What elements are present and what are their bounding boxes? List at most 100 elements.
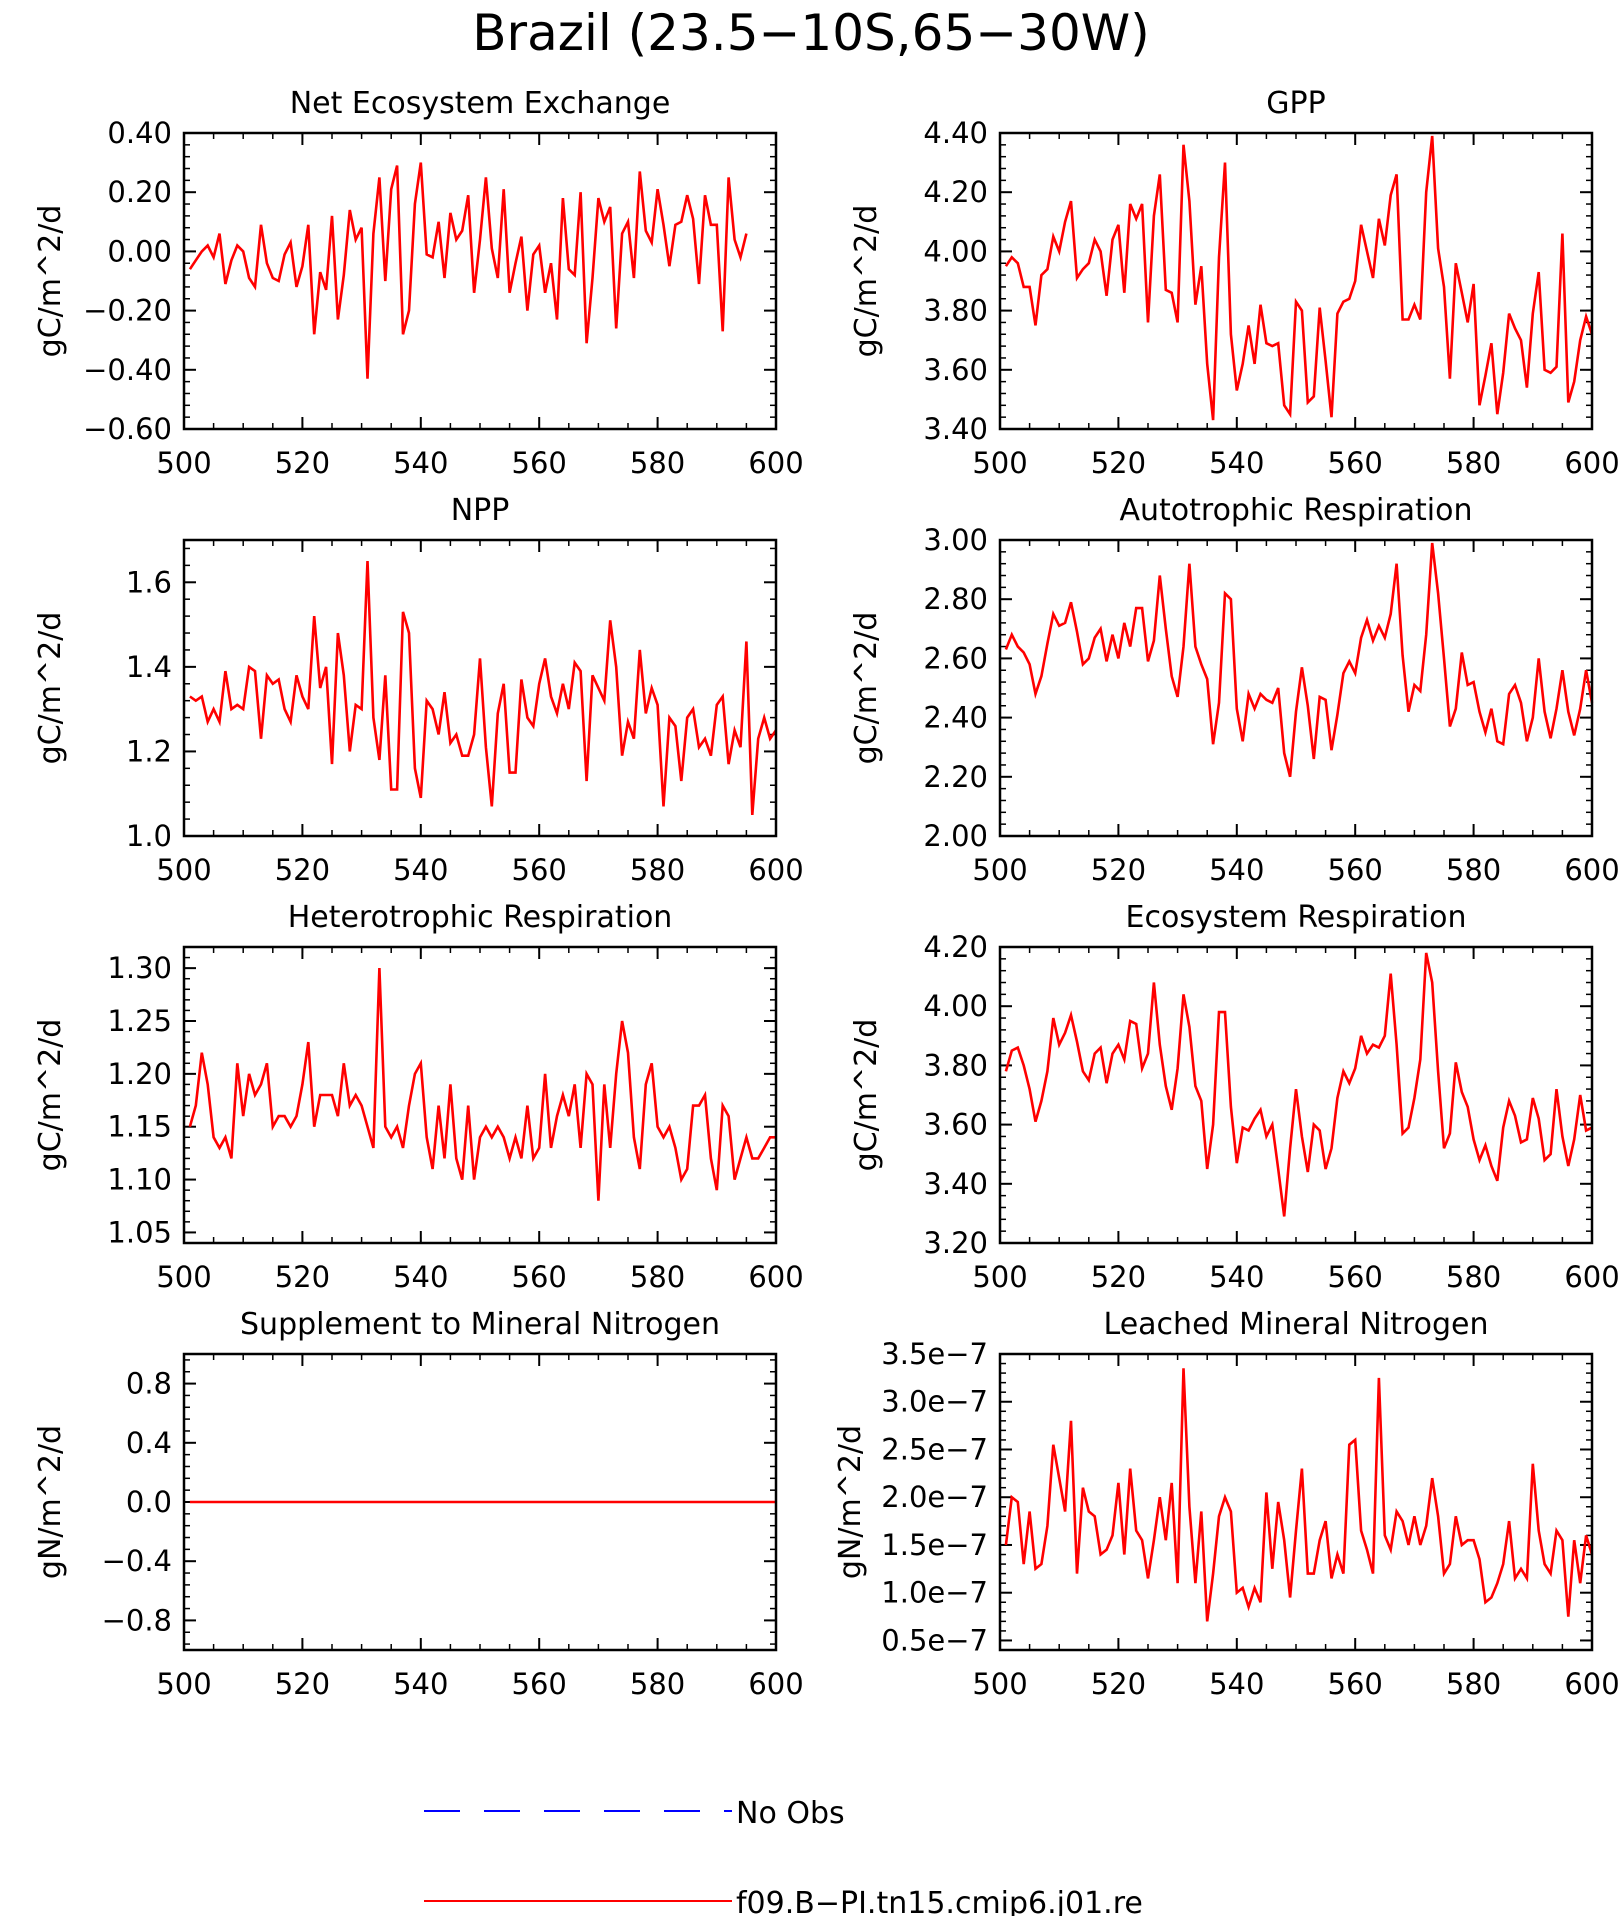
x-tick-label: 520: [275, 446, 330, 480]
y-axis-label: gC/m^2/d: [33, 1019, 68, 1172]
x-tick-label: 580: [630, 1667, 685, 1701]
panel-npp: NPP 500 520 540 560 580 600 1.0 1.2 1.4 1.6 gC/m^2/…: [33, 493, 804, 887]
y-tick-label: 2.40: [923, 701, 988, 735]
panel-title: Leached Mineral Nitrogen: [1104, 1307, 1489, 1342]
series-line: [1004, 952, 1593, 1217]
y-tick-label: 0.4: [126, 1426, 172, 1460]
y-tick-label: 2.5e−7: [881, 1432, 988, 1466]
x-tick-label: 580: [1446, 853, 1501, 887]
plot-frame: [182, 1352, 778, 1652]
x-tick-label: 560: [1328, 446, 1383, 480]
y-tick-label: −0.4: [102, 1544, 172, 1578]
y-tick-label: −0.40: [83, 353, 172, 387]
plot-frame: [182, 945, 778, 1245]
y-tick-label: 3.80: [923, 294, 988, 328]
x-tick-label: 520: [1091, 1667, 1146, 1701]
x-tick-label: 580: [630, 853, 685, 887]
y-tick-label: 1.6: [126, 565, 172, 599]
x-tick-label: 540: [1209, 446, 1264, 480]
x-tick-label: 520: [275, 853, 330, 887]
y-tick-label: 1.4: [126, 650, 172, 684]
y-tick-label: 1.25: [107, 1004, 172, 1038]
x-tick-label: 500: [156, 1667, 211, 1701]
y-tick-label: 1.05: [107, 1215, 172, 1249]
y-tick-label: 1.10: [107, 1163, 172, 1197]
x-tick-label: 500: [156, 1260, 211, 1294]
y-tick-label: 2.60: [923, 641, 988, 675]
x-tick-label: 580: [1446, 446, 1501, 480]
y-tick-label: 4.00: [923, 989, 988, 1023]
y-tick-label: 1.30: [107, 951, 172, 985]
panel-supplement-to-mineral-nitrogen: Supplement to Mineral Nitrogen 500 520 540 5…: [33, 1307, 804, 1701]
y-tick-label: 0.00: [107, 234, 172, 268]
y-axis-label: gC/m^2/d: [849, 612, 884, 765]
panel-autotrophic-respiration: Autotrophic Respiration 500 520 540 560 580 60…: [849, 493, 1620, 887]
panel-leached-mineral-nitrogen: Leached Mineral Nitrogen 500 520 540 560 580 6…: [833, 1307, 1620, 1701]
panel-title: Ecosystem Respiration: [1126, 900, 1467, 935]
plot-frame: [998, 131, 1594, 431]
x-tick-label: 500: [156, 446, 211, 480]
y-axis-label: gC/m^2/d: [33, 205, 68, 358]
y-tick-label: 3.60: [923, 353, 988, 387]
y-tick-label: 3.00: [923, 523, 988, 557]
x-tick-label: 500: [972, 853, 1027, 887]
x-tick-label: 540: [1209, 1260, 1264, 1294]
series-line: [1004, 135, 1594, 421]
x-tick-label: 560: [512, 446, 567, 480]
panel-ecosystem-respiration: Ecosystem Respiration 500 520 540 560 580 600 3…: [849, 900, 1620, 1294]
legend-label-model: f09.B−PI.tn15.cmip6.j01.re: [736, 1886, 1143, 1916]
x-tick-label: 500: [972, 1260, 1027, 1294]
x-tick-label: 600: [1564, 853, 1619, 887]
y-tick-label: 0.40: [107, 116, 172, 150]
y-tick-label: 3.20: [923, 1226, 988, 1260]
series-line: [1004, 1368, 1594, 1622]
y-tick-label: −0.8: [102, 1603, 172, 1637]
y-tick-label: 3.0e−7: [881, 1385, 988, 1419]
x-tick-label: 560: [1328, 1667, 1383, 1701]
y-tick-label: 2.80: [923, 582, 988, 616]
x-tick-label: 600: [1564, 446, 1619, 480]
panel-heterotrophic-respiration: Heterotrophic Respiration 500 520 540 560 580…: [33, 900, 804, 1294]
x-tick-label: 540: [393, 1667, 448, 1701]
legend: No Obs f09.B−PI.tn15.cmip6.j01.re: [424, 1796, 1143, 1916]
y-tick-label: −0.20: [83, 294, 172, 328]
x-tick-label: 600: [748, 1260, 803, 1294]
x-tick-label: 520: [1091, 446, 1146, 480]
plot-frame: [998, 538, 1594, 838]
y-tick-label: 3.60: [923, 1108, 988, 1142]
panel-title: Heterotrophic Respiration: [288, 900, 673, 935]
y-tick-label: 4.40: [923, 116, 988, 150]
x-tick-label: 580: [630, 446, 685, 480]
legend-label-no-obs: No Obs: [736, 1796, 845, 1831]
x-tick-label: 600: [1564, 1667, 1619, 1701]
y-tick-label: 3.40: [923, 1167, 988, 1201]
y-tick-label: 0.5e−7: [881, 1623, 988, 1657]
y-tick-label: 1.20: [107, 1057, 172, 1091]
x-tick-label: 540: [393, 446, 448, 480]
panel-gpp: GPP 500 520 540 560 580 600 3.40 3.60 3.80 4.00 4.2…: [849, 86, 1620, 480]
series-line: [188, 162, 748, 379]
panels: Net Ecosystem Exchange 500 520 540 560 580 600…: [33, 86, 1620, 1701]
y-tick-label: 1.0e−7: [881, 1576, 988, 1610]
x-tick-label: 540: [1209, 1667, 1264, 1701]
y-tick-label: 0.20: [107, 175, 172, 209]
x-tick-label: 560: [1328, 853, 1383, 887]
y-axis-label: gC/m^2/d: [849, 205, 884, 358]
y-tick-label: −0.60: [83, 412, 172, 446]
plot-frame: [182, 131, 778, 431]
x-tick-label: 500: [972, 446, 1027, 480]
y-axis-label: gN/m^2/d: [33, 1425, 68, 1579]
x-tick-label: 600: [748, 1667, 803, 1701]
figure-title: Brazil (23.5−10S,65−30W): [472, 4, 1150, 62]
y-tick-label: 2.20: [923, 760, 988, 794]
series-line: [188, 968, 776, 1201]
y-tick-label: 1.2: [126, 734, 172, 768]
x-tick-label: 600: [748, 446, 803, 480]
panel-net-ecosystem-exchange: Net Ecosystem Exchange 500 520 540 560 580 600…: [33, 86, 804, 480]
x-tick-label: 560: [512, 853, 567, 887]
panel-title: NPP: [451, 493, 510, 528]
y-tick-label: 2.0e−7: [881, 1480, 988, 1514]
x-tick-label: 540: [1209, 853, 1264, 887]
y-tick-label: 0.0: [126, 1485, 172, 1519]
x-tick-label: 540: [393, 853, 448, 887]
